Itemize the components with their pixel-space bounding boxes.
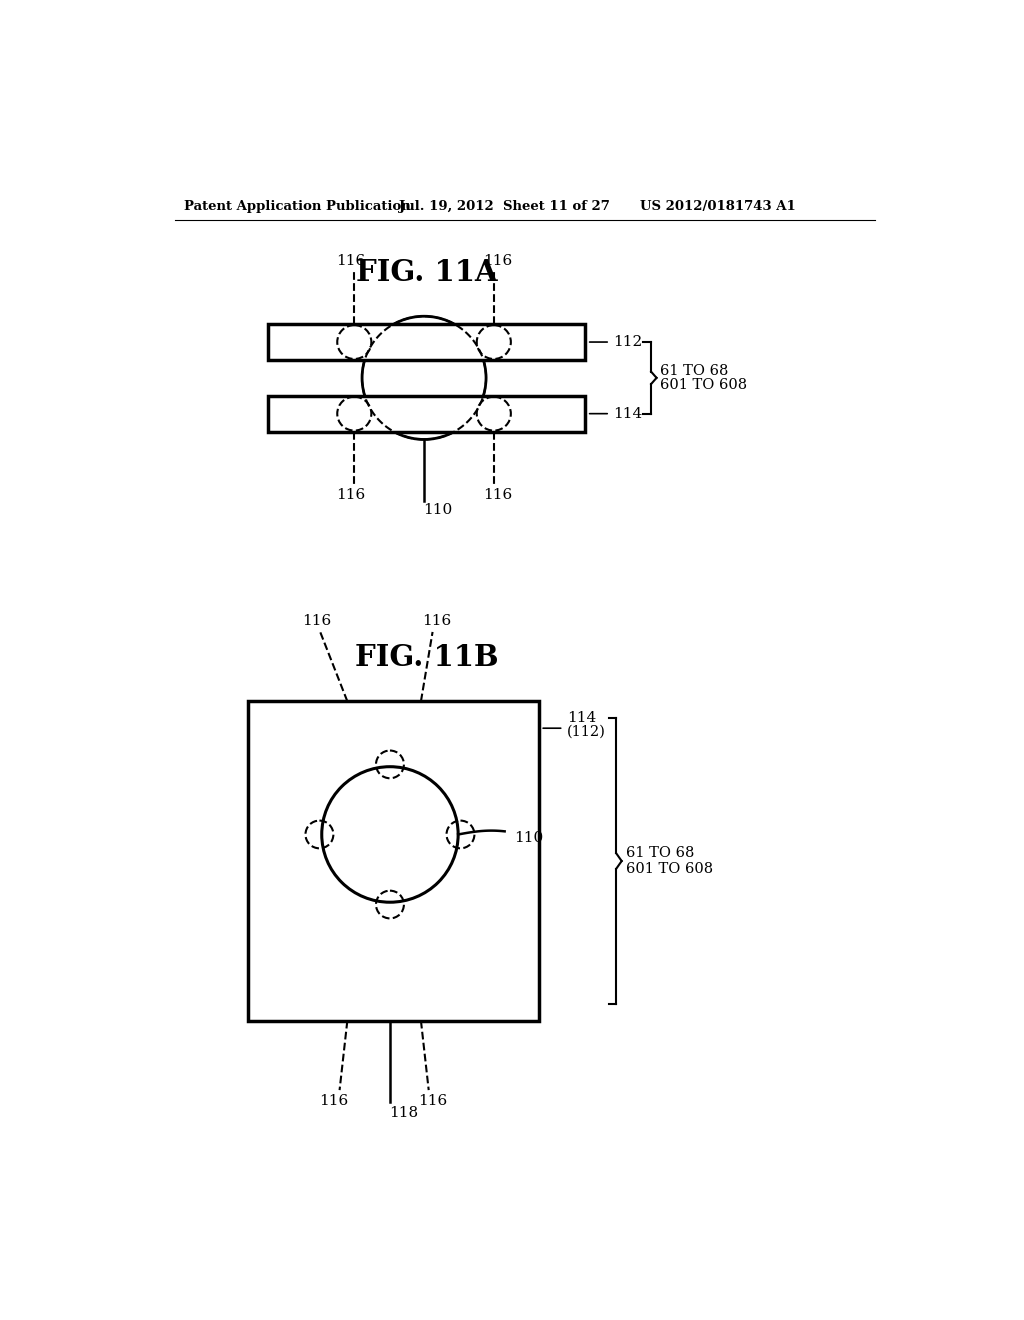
Text: 601 TO 608: 601 TO 608	[626, 862, 713, 876]
Text: 112: 112	[613, 335, 642, 348]
Text: 114: 114	[613, 407, 642, 421]
Text: 114: 114	[566, 711, 596, 725]
Text: 110: 110	[423, 503, 453, 517]
Text: 116: 116	[483, 488, 512, 502]
Text: 116: 116	[418, 1094, 447, 1107]
Text: 110: 110	[514, 832, 543, 845]
Text: (112): (112)	[566, 725, 605, 739]
Bar	[267, 396, 586, 432]
Text: FIG. 11B: FIG. 11B	[354, 643, 499, 672]
Text: Jul. 19, 2012  Sheet 11 of 27: Jul. 19, 2012 Sheet 11 of 27	[399, 199, 610, 213]
Text: Patent Application Publication: Patent Application Publication	[183, 199, 411, 213]
Bar	[248, 701, 539, 1020]
Text: 61 TO 68: 61 TO 68	[660, 364, 729, 378]
Text: US 2012/0181743 A1: US 2012/0181743 A1	[640, 199, 796, 213]
Text: 61 TO 68: 61 TO 68	[626, 846, 694, 859]
Text: 116: 116	[302, 614, 331, 628]
Bar	[267, 323, 586, 360]
Text: 116: 116	[483, 253, 512, 268]
Text: 116: 116	[422, 614, 452, 628]
Text: 116: 116	[336, 488, 365, 502]
Text: FIG. 11A: FIG. 11A	[355, 257, 498, 286]
Text: 601 TO 608: 601 TO 608	[660, 378, 748, 392]
Text: 116: 116	[336, 253, 365, 268]
Text: 116: 116	[318, 1094, 348, 1107]
Text: 118: 118	[389, 1106, 419, 1121]
